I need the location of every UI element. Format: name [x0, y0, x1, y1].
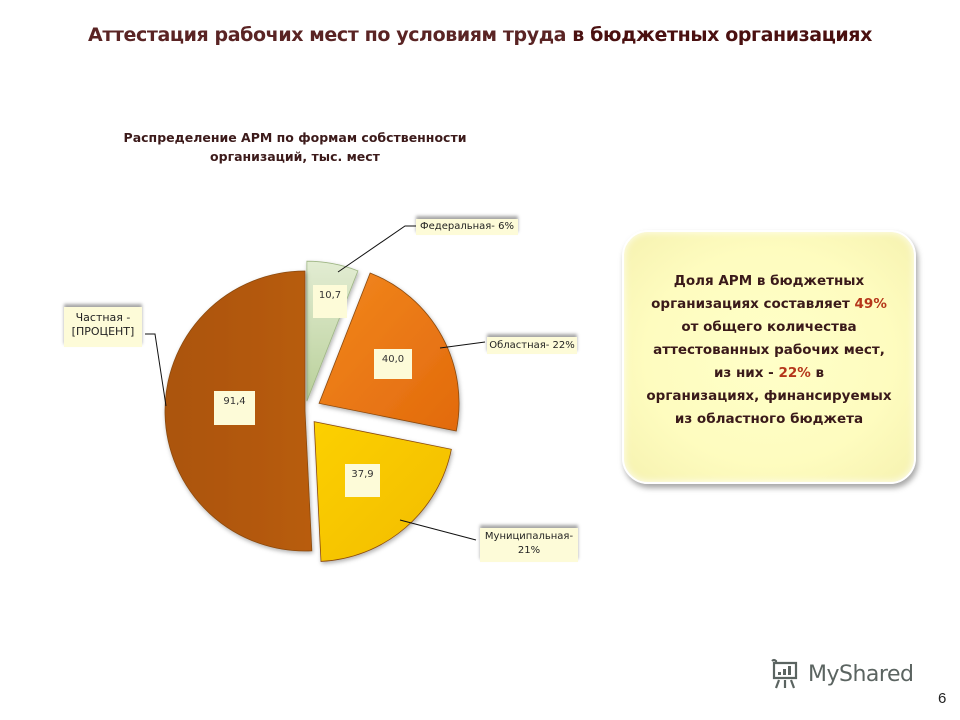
chart-title-line1: Распределение АРМ по формам собственност… — [123, 130, 467, 145]
value-label-federal: 10,7 — [313, 285, 347, 318]
callout-highlight-22: 22% — [778, 365, 811, 381]
value-label-municipal: 37,9 — [345, 464, 380, 497]
page-number: 6 — [938, 690, 947, 707]
category-label-federal: Федеральная- 6% — [416, 219, 518, 235]
chart-title-line2: организаций, тыс. мест — [210, 149, 380, 164]
slide-title-part1: Аттестация рабочих мест по условиям труд… — [88, 24, 573, 46]
value-label-private: 91,4 — [214, 391, 255, 425]
callout-line: организациях составляет 49% — [624, 293, 914, 316]
category-label-regional: Областная- 22% — [487, 337, 577, 354]
watermark-logo: MyShared — [768, 657, 914, 691]
leader-line-federal — [337, 225, 418, 273]
callout-line: организациях, финансируемых — [646, 388, 892, 404]
callout-line: из них - 22% в — [624, 362, 914, 385]
callout-highlight-49: 49% — [854, 296, 887, 312]
leader-line-private — [145, 333, 167, 407]
callout-text-segment: в — [810, 365, 825, 381]
category-label-municipal-text: Муниципальная- 21% — [484, 531, 574, 556]
callout-text: Доля АРМ в бюджетных организациях состав… — [624, 270, 914, 431]
callout-line: от общего количества — [681, 319, 857, 335]
value-label-regional: 40,0 — [374, 349, 412, 379]
callout-line: Доля АРМ в бюджетных — [673, 273, 865, 289]
slide-title-part2: в бюджетных организациях — [572, 24, 872, 46]
leader-line-regional — [439, 341, 486, 349]
presentation-board-icon — [771, 658, 798, 689]
callout-text-segment: организациях составляет — [651, 296, 855, 312]
slide-title: Аттестация рабочих мест по условиям труд… — [0, 24, 960, 46]
watermark-text: MyShared — [808, 661, 914, 687]
chart-title: Распределение АРМ по формам собственност… — [110, 128, 480, 166]
callout-line: из областного бюджета — [674, 411, 864, 427]
leader-line-municipal — [399, 519, 477, 541]
callout-text-segment: из них - — [713, 365, 779, 381]
pie-slice-municipal — [313, 421, 452, 562]
callout-line: аттестованных рабочих мест, — [653, 342, 885, 358]
category-label-private: Частная - [ПРОЦЕНТ] — [64, 307, 142, 347]
info-callout-box: Доля АРМ в бюджетных организациях состав… — [622, 230, 916, 484]
category-label-municipal: Муниципальная- 21% — [480, 528, 578, 562]
